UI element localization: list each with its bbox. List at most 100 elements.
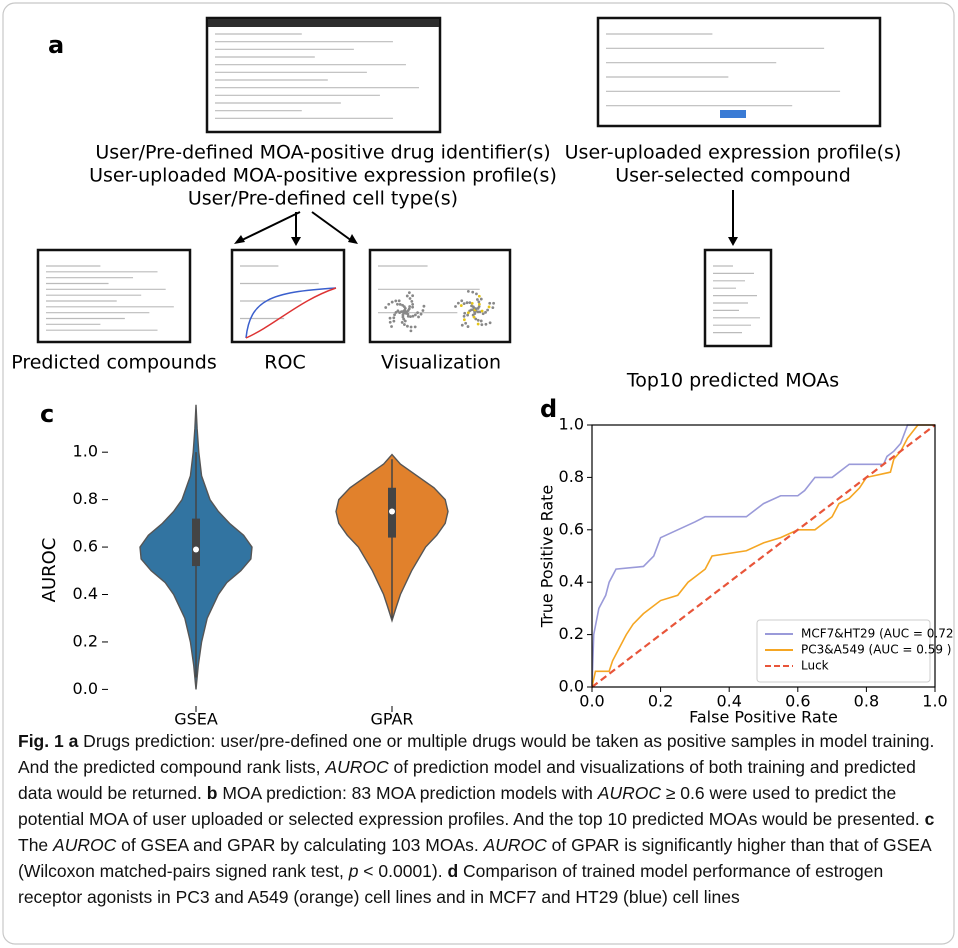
thumb-dot [467, 290, 470, 293]
y-axis-label: AUROC [39, 538, 60, 603]
thumb-dot [392, 320, 395, 323]
thumb-dot [480, 323, 483, 326]
thumb-dot [390, 325, 393, 328]
caption-run: AUROC [484, 835, 547, 855]
thumb-dot [406, 325, 409, 328]
screenshot [370, 250, 510, 342]
thumb-dot [492, 302, 495, 305]
thumb-dot [392, 316, 395, 319]
thumb-dot [414, 325, 417, 328]
thumb-dot [467, 325, 470, 328]
thumb-dot [393, 313, 396, 316]
thumb-dot [461, 324, 464, 327]
screenshot [232, 250, 344, 342]
arrow [312, 212, 352, 241]
y-tick-label: 0.2 [73, 631, 98, 650]
x-tick-label: 0.4 [716, 692, 741, 711]
caption-run: of GSEA and GPAR by calculating 103 MOAs… [116, 835, 483, 855]
legend-label: MCF7&HT29 (AUC = 0.72 ) [801, 627, 958, 641]
thumb-dot [394, 300, 397, 303]
thumb-dot [477, 319, 480, 322]
thumb-dot [396, 303, 399, 306]
output-text: Visualization [381, 352, 501, 374]
y-tick-label: 0.6 [559, 519, 584, 538]
input-text: User-uploaded MOA-positive expression pr… [89, 165, 557, 187]
thumb-dot [485, 323, 488, 326]
x-tick-label: GPAR [370, 710, 413, 729]
thumb-dot [481, 310, 484, 313]
thumb-dot [457, 302, 460, 305]
thumb-dot [480, 320, 483, 323]
thumb-dot [398, 311, 401, 314]
x-tick-label: GSEA [174, 710, 218, 729]
screenshot [705, 250, 771, 346]
median [193, 546, 199, 552]
thumb-dot [408, 305, 411, 308]
thumb-dot [482, 312, 485, 315]
thumb-dot [389, 321, 392, 324]
caption-run: d [447, 861, 458, 881]
caption-run: AUROC [598, 783, 661, 803]
thumb-dot [384, 306, 387, 309]
caption-run: p [349, 861, 359, 881]
caption-run: AUROC [53, 835, 116, 855]
arrow-head [728, 237, 738, 246]
thumb-dot [420, 313, 423, 316]
thumb-dot [414, 313, 417, 316]
thumb-dot [464, 322, 467, 325]
input-text: User/Pre-defined cell type(s) [188, 188, 458, 210]
y-tick-label: 0.2 [559, 624, 584, 643]
y-tick-label: 0.8 [559, 467, 584, 486]
thumb-dot [476, 298, 479, 301]
thumb-dot [466, 301, 469, 304]
screenshot-button [720, 110, 746, 118]
thumb-dot [403, 309, 406, 312]
thumb-dot [406, 295, 409, 298]
box [192, 519, 200, 566]
thumb-dot [391, 301, 394, 304]
caption: Fig. 1 a Drugs prediction: user/pre-defi… [18, 728, 943, 910]
thumb-dot [423, 305, 426, 308]
output-text: ROC [264, 352, 305, 374]
thumb-dot [407, 313, 410, 316]
thumb-dot [410, 326, 413, 329]
arrow [240, 212, 300, 241]
thumb-dot [473, 312, 476, 315]
thumb-dot [387, 303, 390, 306]
thumb-dot [488, 306, 491, 309]
y-tick-label: 0.0 [559, 677, 584, 696]
thumb-dot [484, 311, 487, 314]
thumb-dot [454, 305, 457, 308]
thumb-dot [463, 318, 466, 321]
x-axis-label: False Positive Rate [689, 708, 838, 727]
x-tick-label: 0.6 [785, 692, 810, 711]
caption-run: Fig. 1 [18, 731, 64, 751]
output-text: Top10 predicted MOAs [626, 370, 839, 392]
thumb-dot [410, 329, 413, 332]
caption-run: The [18, 835, 53, 855]
y-tick-label: 0.0 [73, 679, 98, 698]
thumb-dot [471, 291, 474, 294]
thumb-dot [467, 311, 470, 314]
thumb-dot [460, 304, 463, 307]
thumb-dot [474, 318, 477, 321]
thumb-dot [416, 311, 419, 314]
caption-run: MOA prediction: 83 MOA prediction models… [217, 783, 597, 803]
y-axis-label: True Positive Rate [538, 485, 557, 629]
thumb-dot [410, 300, 413, 303]
thumb-dot [475, 292, 478, 295]
thumb-dot [409, 315, 412, 318]
caption-run: AUROC [325, 757, 388, 777]
thumb-dot [477, 300, 480, 303]
x-tick-label: 0.2 [648, 692, 673, 711]
thumb-dot [489, 321, 492, 324]
thumb-dot [401, 321, 404, 324]
thumb-dot [463, 312, 466, 315]
thumb-dot [466, 314, 469, 317]
arrow-head [234, 235, 245, 244]
caption-run: < 0.0001). [358, 861, 447, 881]
x-tick-label: 0.8 [854, 692, 879, 711]
thumb-dot [463, 302, 466, 305]
thumb-dot [408, 291, 411, 294]
x-tick-label: 1.0 [922, 692, 947, 711]
